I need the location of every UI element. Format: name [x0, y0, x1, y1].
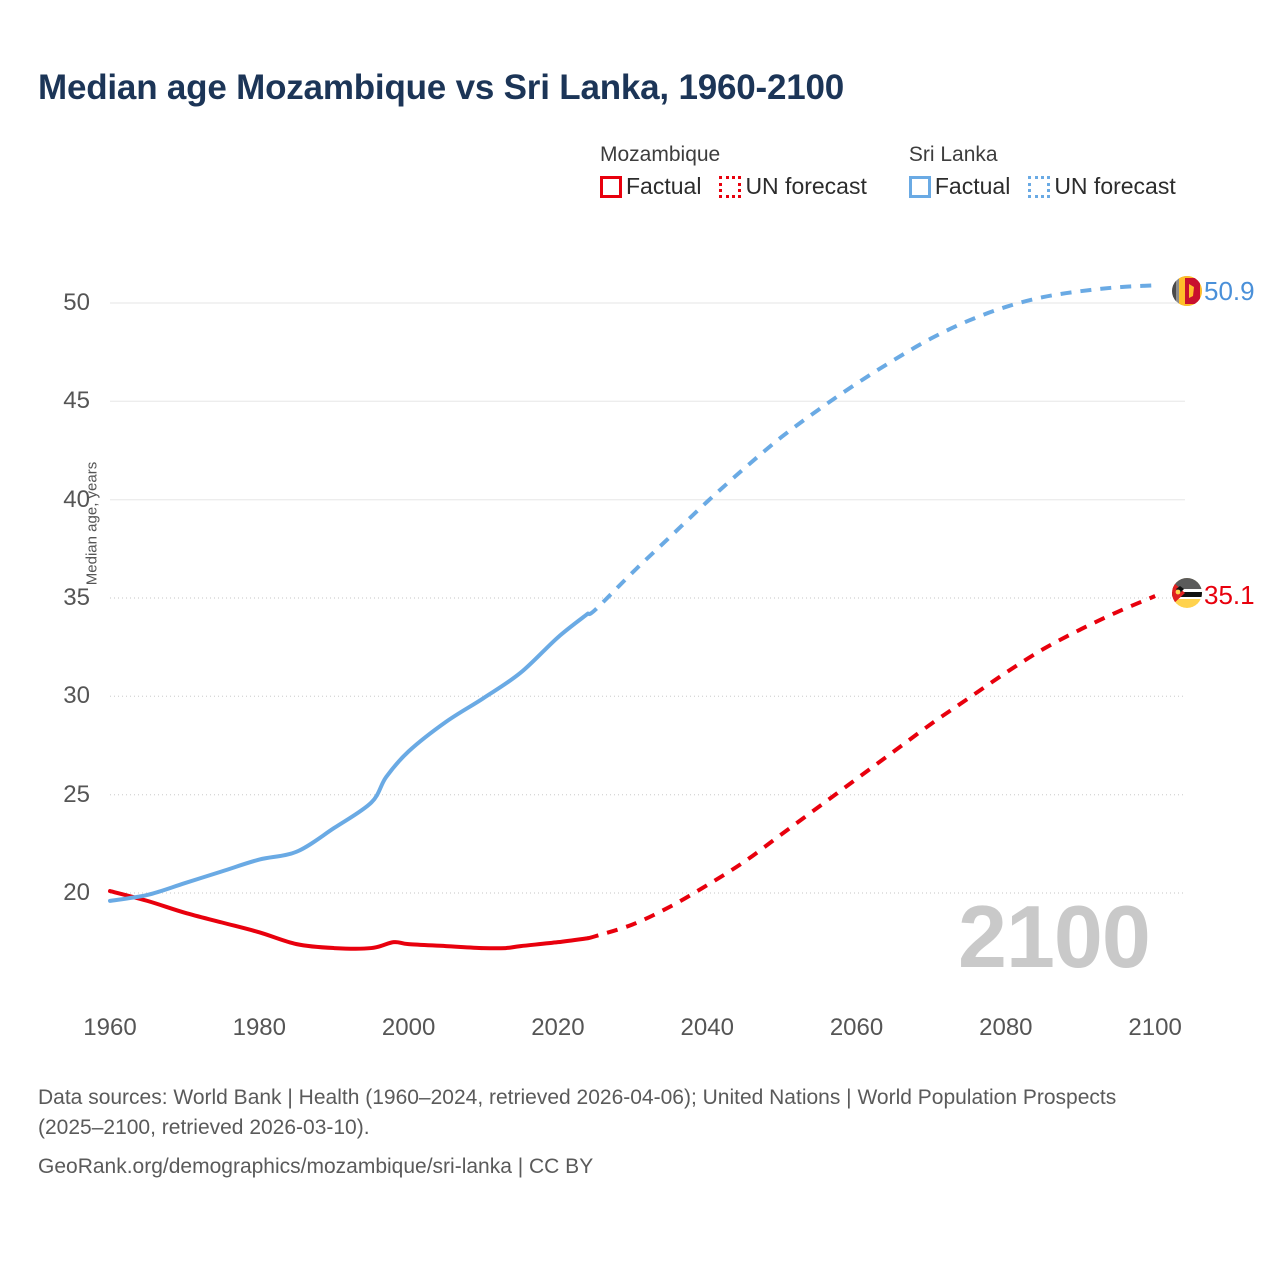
y-tick-label: 40: [63, 485, 90, 513]
y-tick-label: 35: [63, 584, 90, 611]
legend-swatch-dotted-icon: [719, 175, 742, 198]
line-factual-sri-lanka: [108, 611, 590, 903]
flag-sri-lanka-icon: [1172, 276, 1202, 306]
x-tick-label: 2060: [829, 1014, 884, 1041]
legend-item-mozambique-factual[interactable]: Factual: [600, 173, 701, 200]
legend-item-mozambique-forecast[interactable]: UN forecast: [719, 173, 867, 200]
y-tick-label: 45: [63, 387, 90, 415]
page-title: Median age Mozambique vs Sri Lanka, 1960…: [38, 68, 845, 107]
legend-group-sri-lanka: Sri Lanka Factual UN forecast: [908, 143, 1176, 200]
legend-item-label: Factual: [626, 173, 702, 199]
y-tick-label: 20: [63, 879, 90, 906]
footer-line-2[interactable]: GeoRank.org/demographics/mozambique/sri-…: [38, 1154, 594, 1178]
end-label-mozambique: 35.1: [1204, 580, 1255, 610]
flag-mozambique-icon: [1172, 578, 1202, 608]
x-tick-label: 2000: [381, 1014, 436, 1041]
legend-swatch-dotted-icon: [1028, 175, 1051, 198]
legend-item-label: Factual: [934, 173, 1011, 199]
chart-legend: Mozambique Factual UN forecast Sri Lanka…: [600, 143, 1176, 200]
y-axis-ticks: 20 25 30 35 40 45 50: [28, 0, 90, 1280]
legend-items: Factual UN forecast: [600, 173, 867, 200]
legend-item-sri-lanka-factual[interactable]: Factual: [908, 173, 1011, 200]
y-tick-label: 50: [63, 289, 90, 316]
legend-swatch-solid-icon: [600, 175, 622, 198]
legend-group-mozambique: Mozambique Factual UN forecast: [600, 143, 867, 200]
legend-item-label: UN forecast: [1054, 173, 1176, 199]
legend-items: Factual UN forecast: [908, 173, 1176, 200]
legend-country-label: Sri Lanka: [908, 143, 998, 166]
footer-line-1: Data sources: World Bank | Health (1960–…: [38, 1086, 1117, 1140]
legend-item-label: UN forecast: [745, 173, 867, 199]
line-forecast-sri-lanka: [586, 283, 1156, 617]
x-tick-label: 2020: [531, 1014, 585, 1041]
end-label-sri-lanka: 50.9: [1204, 276, 1255, 306]
legend-country-label: Mozambique: [600, 143, 721, 166]
x-tick-label: 1980: [232, 1014, 286, 1041]
line-factual-mozambique: [108, 889, 590, 951]
x-tick-label: 2040: [680, 1014, 734, 1041]
y-tick-label: 25: [63, 780, 90, 808]
y-tick-label: 30: [63, 682, 90, 710]
year-watermark: 2100: [958, 887, 1151, 986]
x-tick-label: 2080: [979, 1014, 1033, 1041]
footer-sources: Data sources: World Bank | Health (1960–…: [38, 1083, 1168, 1182]
legend-swatch-solid-icon: [908, 175, 931, 198]
x-tick-label: 2100: [1128, 1014, 1182, 1041]
x-tick-label: 1960: [83, 1014, 137, 1041]
legend-item-sri-lanka-forecast[interactable]: UN forecast: [1028, 173, 1176, 200]
